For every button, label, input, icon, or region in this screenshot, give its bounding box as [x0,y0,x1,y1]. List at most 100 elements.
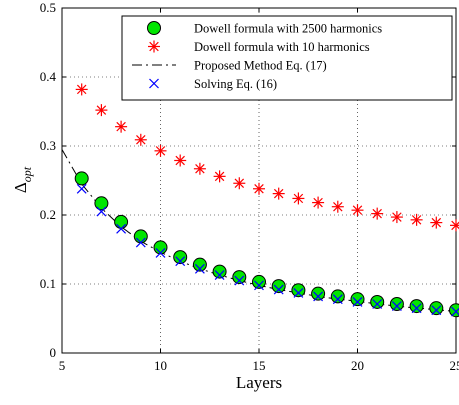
marker-stroke [76,183,87,194]
marker-circle [311,286,326,301]
data-point [213,170,226,183]
data-point [330,289,345,304]
legend-box [121,15,453,101]
data-point [115,120,128,133]
marker-stroke [135,237,146,248]
marker-stroke [214,270,225,280]
marker-stroke [136,135,146,145]
y-tick-label: 0.2 [40,207,56,222]
marker-stroke [273,284,284,295]
data-point [273,284,284,295]
series-4 [76,183,459,317]
data-point [311,286,326,301]
marker-stroke [149,41,159,52]
marker-stroke [234,178,245,189]
data-point [331,200,344,213]
x-tick-label: 10 [154,358,167,373]
marker-stroke [411,303,422,314]
x-tick-label: 5 [59,358,66,373]
data-point [155,248,166,258]
data-point [372,299,383,309]
axis-ticks: 5 10 15 20 25 0 0.1 0.2 0.3 0.4 0.5 [40,0,459,373]
marker-stroke [411,215,422,225]
y-axis-label: Δopt [11,166,34,193]
marker-circle [74,171,89,186]
marker-stroke [76,84,87,95]
data-point [451,306,459,317]
data-point [371,207,384,220]
legend-marker [147,21,161,35]
data-point [174,154,187,167]
data-point [272,187,285,200]
data-point [193,162,206,175]
data-point [291,283,306,298]
marker-stroke [116,223,127,234]
marker-circle [212,264,227,279]
x-tick-label: 15 [253,358,266,373]
marker-stroke [352,205,363,215]
marker-circle [114,214,129,229]
data-point [411,303,422,314]
legend-item: Dowell formula with 2500 harmonics [147,21,382,36]
data-point [313,291,324,302]
data-point [233,177,246,190]
series-1 [74,171,459,318]
data-point [410,213,423,226]
x-tick-label: 20 [351,358,364,373]
data-point [370,294,385,309]
data-point [76,183,87,194]
data-point [391,301,402,312]
marker-stroke [116,121,126,132]
legend-label: Solving Eq. (16) [194,77,277,91]
data-point [116,223,127,234]
data-point [292,192,305,205]
data-point [175,256,186,267]
marker-stroke [333,201,343,212]
marker-stroke [149,78,159,89]
legend-marker [149,78,159,89]
marker-stroke [214,171,225,182]
data-point [94,196,109,211]
data-point [431,305,442,316]
data-point [389,297,404,312]
marker-circle [232,270,247,285]
marker-stroke [431,305,442,316]
x-axis-label: Layers [236,373,282,392]
legend-label: Dowell formula with 2500 harmonics [194,22,382,36]
data-point [312,196,325,209]
legend-item: Dowell formula with 10 harmonics [148,40,370,54]
data-point [430,216,443,229]
series-2 [75,83,459,232]
legend-item: Solving Eq. (16) [149,77,277,91]
marker-stroke [332,294,343,305]
y-tick-label: 0.5 [40,0,56,15]
data-point [351,204,364,217]
data-point [253,182,265,195]
marker-circle [173,250,188,265]
marker-stroke [175,256,186,267]
data-point [293,288,304,298]
data-point [214,270,225,280]
y-tick-label: 0.4 [40,69,57,84]
data-point [133,229,148,244]
marker-stroke [195,164,205,174]
y-axis-label-subscript: opt [20,166,34,182]
data-point [390,211,403,224]
legend: Dowell formula with 2500 harmonics Dowell… [121,15,453,101]
marker-circle [291,283,306,298]
data-point [212,264,227,279]
data-point [134,133,147,146]
y-tick-label: 0 [50,345,57,360]
marker-circle [370,294,385,309]
marker-circle [153,240,168,255]
marker-stroke [254,184,264,194]
x-tick-label: 25 [450,358,459,373]
data-point [232,270,247,285]
y-tick-label: 0.1 [40,276,56,291]
data-point [252,274,266,289]
data-point [192,257,207,272]
data-series [61,83,459,318]
data-point [409,299,424,314]
data-point [154,144,167,157]
data-point [429,301,444,316]
